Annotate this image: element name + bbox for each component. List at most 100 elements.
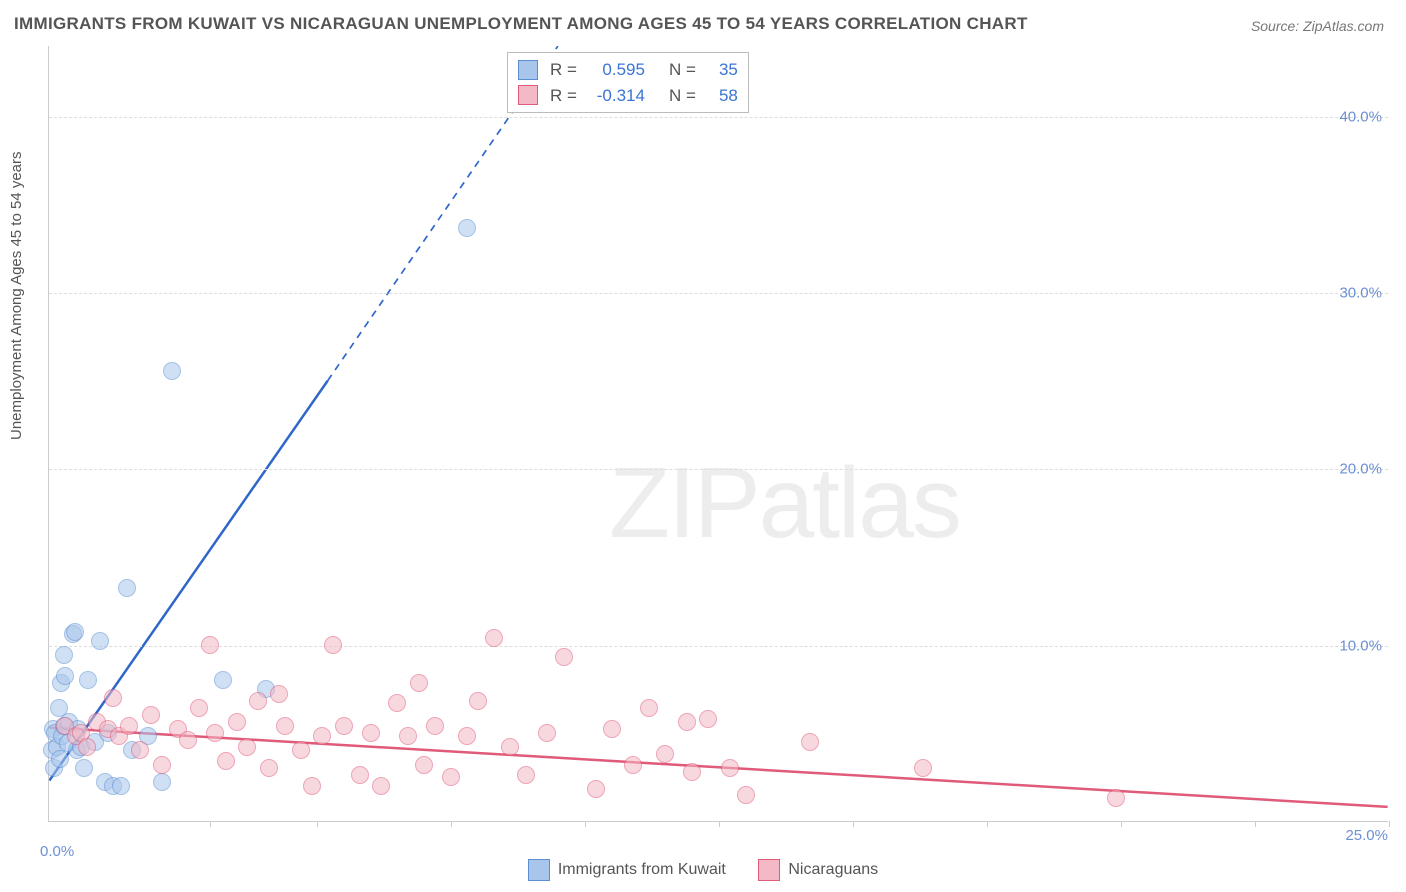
data-point-nicaraguans	[442, 768, 460, 786]
x-tick	[987, 821, 988, 827]
data-point-nicaraguans	[217, 752, 235, 770]
gridline-horizontal	[49, 646, 1388, 647]
data-point-nicaraguans	[313, 727, 331, 745]
legend-swatch-nicaraguans	[758, 859, 780, 881]
data-point-nicaraguans	[699, 710, 717, 728]
n-value-nicaraguans: 58	[704, 83, 738, 109]
data-point-nicaraguans	[78, 738, 96, 756]
data-point-nicaraguans	[201, 636, 219, 654]
data-point-nicaraguans	[260, 759, 278, 777]
r-value-nicaraguans: -0.314	[585, 83, 645, 109]
x-tick	[719, 821, 720, 827]
data-point-kuwait	[118, 579, 136, 597]
x-tick	[210, 821, 211, 827]
data-point-nicaraguans	[624, 756, 642, 774]
data-point-kuwait	[66, 623, 84, 641]
n-label: N =	[669, 57, 696, 83]
y-tick-label: 10.0%	[1339, 637, 1382, 654]
n-label: N =	[669, 83, 696, 109]
watermark-logo: ZIPatlas	[609, 446, 960, 561]
data-point-nicaraguans	[104, 689, 122, 707]
data-point-kuwait	[56, 667, 74, 685]
chart-legend: Immigrants from Kuwait Nicaraguans	[0, 859, 1406, 886]
data-point-nicaraguans	[426, 717, 444, 735]
data-point-nicaraguans	[388, 694, 406, 712]
chart-plot-area: ZIPatlas R = 0.595 N = 35 R = -0.314 N =…	[48, 46, 1388, 822]
data-point-nicaraguans	[153, 756, 171, 774]
r-label: R =	[550, 57, 577, 83]
x-axis-min-label: 0.0%	[40, 843, 74, 860]
data-point-nicaraguans	[517, 766, 535, 784]
data-point-kuwait	[51, 750, 69, 768]
data-point-nicaraguans	[372, 777, 390, 795]
x-tick	[451, 821, 452, 827]
data-point-nicaraguans	[410, 674, 428, 692]
legend-item-nicaraguans: Nicaraguans	[758, 859, 878, 881]
data-point-nicaraguans	[1107, 789, 1125, 807]
data-point-nicaraguans	[485, 629, 503, 647]
x-tick	[1121, 821, 1122, 827]
gridline-horizontal	[49, 469, 1388, 470]
data-point-nicaraguans	[587, 780, 605, 798]
stats-row-kuwait: R = 0.595 N = 35	[518, 57, 738, 83]
data-point-nicaraguans	[131, 741, 149, 759]
data-point-kuwait	[112, 777, 130, 795]
data-point-kuwait	[75, 759, 93, 777]
swatch-nicaraguans	[518, 85, 538, 105]
watermark-text-a: ZIP	[609, 447, 759, 559]
data-point-kuwait	[79, 671, 97, 689]
data-point-nicaraguans	[501, 738, 519, 756]
data-point-nicaraguans	[120, 717, 138, 735]
legend-label-kuwait: Immigrants from Kuwait	[558, 861, 726, 879]
y-tick-label: 40.0%	[1339, 108, 1382, 125]
x-tick	[1389, 821, 1390, 827]
n-value-kuwait: 35	[704, 57, 738, 83]
data-point-nicaraguans	[458, 727, 476, 745]
data-point-nicaraguans	[206, 724, 224, 742]
correlation-stats-box: R = 0.595 N = 35 R = -0.314 N = 58	[507, 52, 749, 113]
data-point-kuwait	[55, 646, 73, 664]
legend-label-nicaraguans: Nicaraguans	[788, 861, 878, 879]
data-point-nicaraguans	[683, 763, 701, 781]
data-point-kuwait	[91, 632, 109, 650]
data-point-nicaraguans	[415, 756, 433, 774]
data-point-nicaraguans	[270, 685, 288, 703]
data-point-nicaraguans	[656, 745, 674, 763]
data-point-kuwait	[214, 671, 232, 689]
data-point-nicaraguans	[538, 724, 556, 742]
x-tick	[585, 821, 586, 827]
stats-row-nicaraguans: R = -0.314 N = 58	[518, 83, 738, 109]
data-point-nicaraguans	[142, 706, 160, 724]
data-point-nicaraguans	[351, 766, 369, 784]
data-point-nicaraguans	[914, 759, 932, 777]
legend-item-kuwait: Immigrants from Kuwait	[528, 859, 726, 881]
data-point-nicaraguans	[469, 692, 487, 710]
data-point-nicaraguans	[303, 777, 321, 795]
data-point-nicaraguans	[640, 699, 658, 717]
data-point-kuwait	[458, 219, 476, 237]
data-point-nicaraguans	[249, 692, 267, 710]
data-point-nicaraguans	[238, 738, 256, 756]
gridline-horizontal	[49, 293, 1388, 294]
data-point-nicaraguans	[190, 699, 208, 717]
r-value-kuwait: 0.595	[585, 57, 645, 83]
data-point-nicaraguans	[292, 741, 310, 759]
x-tick	[853, 821, 854, 827]
data-point-nicaraguans	[721, 759, 739, 777]
swatch-kuwait	[518, 60, 538, 80]
data-point-nicaraguans	[335, 717, 353, 735]
data-point-nicaraguans	[276, 717, 294, 735]
r-label: R =	[550, 83, 577, 109]
legend-swatch-kuwait	[528, 859, 550, 881]
y-axis-title: Unemployment Among Ages 45 to 54 years	[8, 151, 25, 440]
data-point-nicaraguans	[801, 733, 819, 751]
data-point-kuwait	[163, 362, 181, 380]
data-point-kuwait	[153, 773, 171, 791]
watermark-text-b: atlas	[759, 447, 960, 559]
data-point-nicaraguans	[678, 713, 696, 731]
data-point-nicaraguans	[362, 724, 380, 742]
y-tick-label: 20.0%	[1339, 461, 1382, 478]
x-tick	[317, 821, 318, 827]
data-point-nicaraguans	[603, 720, 621, 738]
source-attribution: Source: ZipAtlas.com	[1251, 18, 1384, 34]
